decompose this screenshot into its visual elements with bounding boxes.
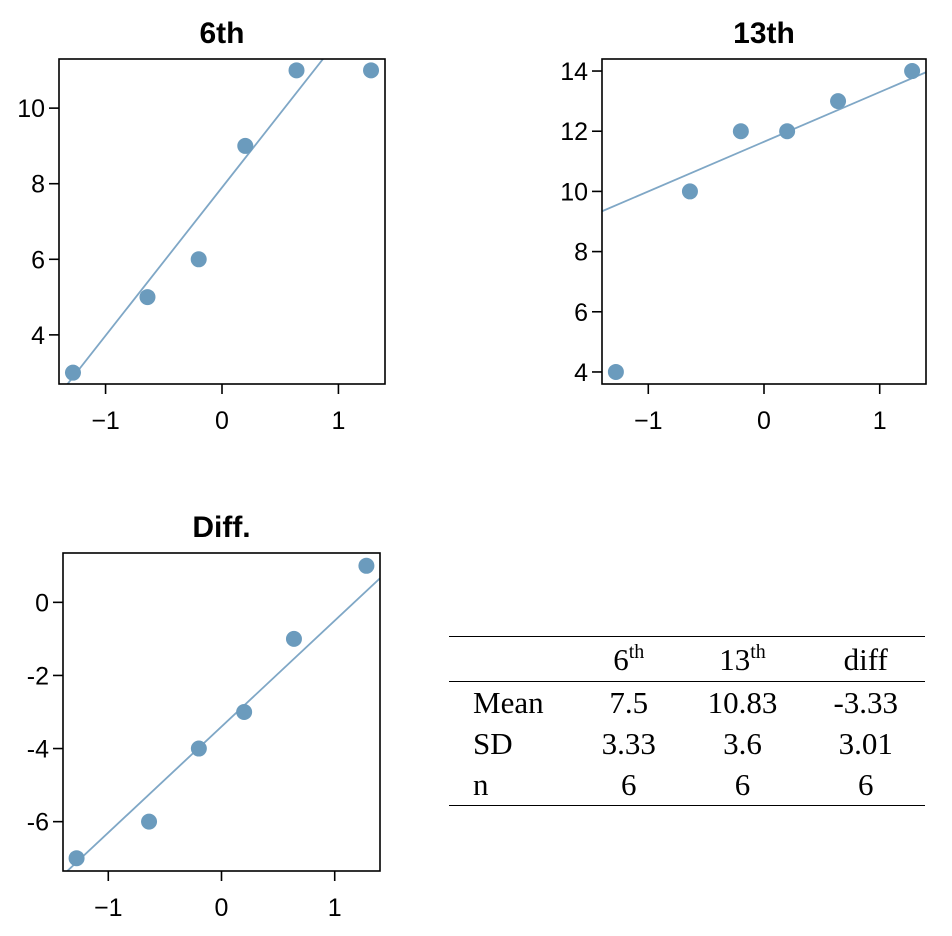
- data-point: [139, 289, 156, 306]
- data-point: [358, 557, 375, 574]
- data-point: [236, 704, 253, 720]
- table-cell: 10.83: [707, 684, 778, 720]
- y-tick-label: 8: [31, 171, 45, 199]
- x-tick-label: −1: [94, 894, 123, 922]
- x-tick-label: 1: [331, 407, 345, 435]
- y-tick-label: 6: [31, 246, 45, 274]
- row-label: SD: [473, 725, 513, 761]
- data-point: [681, 183, 698, 200]
- data-point: [732, 123, 749, 140]
- x-tick-label: 1: [873, 407, 887, 435]
- data-point: [288, 62, 305, 79]
- data-point: [64, 364, 81, 381]
- table-corner: [449, 637, 579, 682]
- data-point: [607, 363, 624, 380]
- y-tick-label: 12: [560, 118, 588, 146]
- data-point: [779, 123, 796, 140]
- plot-title: Diff.: [192, 511, 250, 544]
- table-row-n: n 6 6 6: [449, 764, 925, 806]
- plot-frame: [58, 58, 386, 385]
- y-tick-label: 4: [574, 359, 588, 387]
- data-point: [141, 813, 158, 830]
- table-cell: 7.5: [609, 684, 649, 720]
- y-tick-label: 4: [31, 322, 45, 350]
- data-point: [363, 62, 380, 79]
- table-row-sd: SD 3.33 3.6 3.01: [449, 723, 925, 764]
- table-cell: 3.6: [723, 725, 762, 761]
- y-tick-label: -2: [27, 662, 49, 690]
- data-point: [68, 850, 85, 867]
- x-tick-label: 0: [215, 894, 229, 922]
- reference-line: [65, 577, 380, 871]
- table-cell: 6: [858, 766, 874, 802]
- y-tick-label: 10: [17, 95, 45, 123]
- data-point: [190, 740, 207, 757]
- x-tick-label: 0: [757, 407, 771, 435]
- data-point: [830, 93, 847, 110]
- plot-title: 13th: [733, 17, 795, 50]
- data-point: [190, 251, 207, 268]
- qq-panel-0: 6th −1 0 1 4 6 8 10: [17, 17, 386, 435]
- table-cell: 3.01: [838, 725, 893, 761]
- row-label: Mean: [473, 684, 544, 720]
- table-cell: 6: [621, 766, 637, 802]
- y-tick-label: 14: [560, 58, 588, 86]
- x-tick-label: 1: [328, 894, 342, 922]
- plot-frame: [62, 552, 381, 872]
- y-tick-label: -6: [27, 809, 49, 837]
- table-header-row: 6th 13th diff: [449, 636, 925, 682]
- plot-frame: [601, 58, 927, 385]
- col-header-diff: diff: [843, 641, 888, 677]
- col-header-13th: 13th: [719, 640, 766, 677]
- summary-table: 6th 13th diff Mean 7.5 10.83 -3.33 SD 3.…: [449, 636, 925, 806]
- y-tick-label: -4: [27, 736, 49, 764]
- y-tick-label: 8: [574, 239, 588, 267]
- data-point: [237, 137, 254, 154]
- y-tick-label: 6: [574, 299, 588, 327]
- y-tick-label: 10: [560, 178, 588, 206]
- table-cell: -3.33: [833, 684, 899, 720]
- table-cell: 6: [734, 766, 751, 802]
- x-tick-label: −1: [91, 407, 120, 435]
- table-row-mean: Mean 7.5 10.83 -3.33: [449, 682, 925, 724]
- x-tick-label: −1: [634, 407, 663, 435]
- data-point: [904, 63, 921, 80]
- table-cell: 3.33: [601, 725, 656, 761]
- col-header-6th: 6th: [613, 640, 645, 677]
- qq-panel-2: Diff. −1 0 1 -6 -4 -2 0: [27, 511, 381, 922]
- plot-title: 6th: [200, 17, 245, 50]
- data-point: [285, 630, 302, 647]
- reference-line: [602, 71, 926, 213]
- y-tick-label: 0: [35, 589, 49, 617]
- x-tick-label: 0: [215, 407, 229, 435]
- row-label: n: [473, 766, 489, 802]
- reference-line: [66, 59, 325, 384]
